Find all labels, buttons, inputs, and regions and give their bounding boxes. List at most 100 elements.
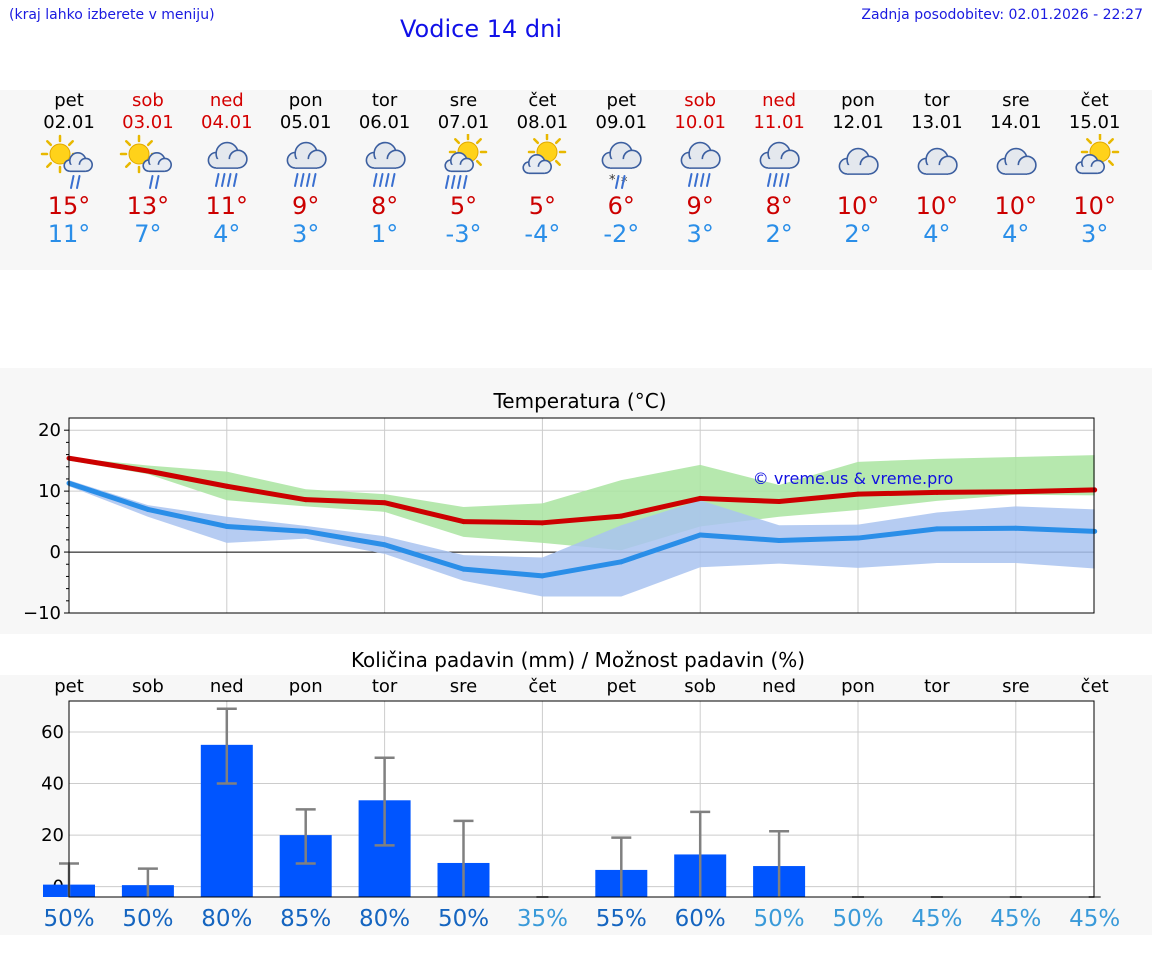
plot-frame [68,417,1095,614]
precipitation-chart: 6040200pet50%sob50%ned80%pon85%tor80%sre… [41,648,1120,932]
x-category-label: ned [762,676,796,697]
day-column: pon 05.01 9° 3° [266,90,346,248]
min-temp-segment [934,525,1019,532]
cloud-sleet-icon: * * [601,141,642,190]
x-category-label: čet [528,676,556,697]
max-temp: 10° [836,192,880,220]
probability-label: 45% [1069,906,1120,932]
weather-icon-wrap [108,134,188,192]
day-date: 04.01 [201,112,253,133]
day-column: sre 14.01 10° 4° [976,90,1056,248]
day-date: 11.01 [753,112,805,133]
max-temp-segment [1013,487,1098,495]
min-temp-range-band [69,480,1095,597]
max-temp: 10° [915,192,959,220]
min-temp-segment [461,566,545,579]
day-column: tor 06.01 8° 1° [345,90,425,248]
watermark: © vreme.us & vreme.pro [753,469,954,488]
day-name: ned [209,90,244,111]
day-column: ned 04.01 11° 4° [187,90,267,248]
day-column: sre 07.01 5° -3° [424,90,504,248]
y-tick-label: 10 [38,481,61,502]
max-temp: 5° [528,192,557,220]
max-temp: 15° [47,192,91,220]
day-date: 07.01 [437,112,490,133]
probability-label: 45% [911,906,962,932]
min-temp-segment [382,542,466,572]
y-tick-label: 20 [41,825,64,846]
day-name: čet [528,90,557,111]
x-category-label: ned [210,676,244,697]
max-temp-segment [382,500,466,525]
day-date: 13.01 [911,112,963,133]
max-temp-segment [934,489,1019,495]
min-temp: 4° [1002,220,1030,248]
day-date: 02.01 [43,112,95,133]
max-temp: 10° [994,192,1038,220]
min-temp-segment [618,532,703,565]
sun-cloud-rain-icon [119,134,172,189]
max-temp: 9° [292,192,320,220]
max-temp-segment [461,519,545,526]
min-temp-segment [145,506,230,529]
min-temp: -2° [603,220,640,248]
day-name: tor [924,90,950,111]
max-temp: 13° [126,192,170,220]
weather-icon-wrap: * * [581,134,661,192]
day-column: pet 09.01 * * 6° -2° [581,90,661,248]
min-temp: -4° [524,220,561,248]
x-category-label: pet [607,676,637,697]
max-temp-segment [66,455,151,474]
probability-label: 50% [43,906,94,932]
max-temp-segment [618,495,703,519]
day-column: čet 15.01 10° 3° [1055,90,1135,248]
max-temp: 9° [686,192,714,220]
max-temp-segment [303,497,388,506]
svg-text:*: * [609,173,616,188]
min-temp: 2° [765,220,793,248]
min-temp-segment [66,480,151,512]
probability-label: 35% [517,906,568,932]
weather-icon-wrap [187,134,267,192]
menu-hint[interactable]: (kraj lahko izberete v meniju) [9,7,215,23]
x-category-label: tor [924,676,950,697]
day-column: pet 02.01 15° 11° [29,90,109,248]
day-column: sob 10.01 9° 3° [660,90,740,248]
day-column: sob 03.01 13° 7° [108,90,188,248]
min-temp: 3° [1081,220,1109,248]
max-temp: 8° [370,192,399,220]
day-date: 05.01 [279,112,332,133]
day-name: pet [54,90,84,111]
x-category-label: sob [684,676,716,697]
min-temp: -3° [445,220,482,248]
temperature-chart: 20 10 0 −10 Temperatura (°C) © vreme.us & vre… [23,389,1098,624]
cloud-heavy-rain-icon [286,141,327,187]
max-temp-segment [855,489,940,497]
probability-label: 60% [675,906,726,932]
sun-cloud-icon [522,134,567,175]
min-temp: 11° [47,220,91,248]
day-column: čet 08.01 5° -4° [502,90,582,248]
max-temp-segment [697,495,782,504]
day-name: pet [606,90,637,111]
min-temp-segment [224,523,309,534]
y-tick-label: 0 [50,542,61,563]
weather-icon-wrap [976,134,1056,192]
weather-icon-wrap [424,134,504,192]
y-tick-label: 20 [38,420,61,441]
day-name: pon [841,90,875,111]
day-name: sre [1002,90,1030,111]
probability-label: 55% [596,906,647,932]
max-temp-range-band [69,455,1095,551]
min-temp: 3° [686,220,714,248]
min-temp: 2° [844,220,872,248]
day-date: 06.01 [358,112,411,133]
day-name: ned [762,90,797,111]
x-category-label: sre [1002,676,1029,697]
max-temp-segment [776,491,861,504]
x-category-label: pon [289,676,323,697]
cloud-heavy-rain-icon [759,141,800,187]
day-name: tor [371,90,398,111]
probability-label: 50% [122,906,173,932]
min-temp: 3° [292,220,320,248]
